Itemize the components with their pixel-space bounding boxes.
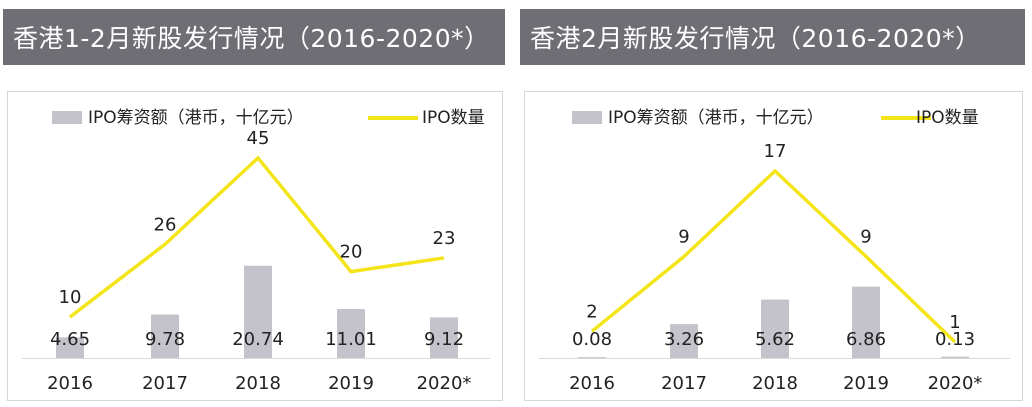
x-tick-label: 2018 — [235, 373, 281, 394]
bar — [941, 356, 969, 358]
bar-data-label: 4.65 — [50, 329, 90, 350]
bar — [670, 324, 698, 358]
x-tick-label: 2017 — [661, 373, 707, 394]
line-data-label: 26 — [154, 214, 177, 235]
x-tick-label: 2019 — [843, 373, 889, 394]
line-data-label: 1 — [949, 312, 960, 333]
legend-label-bar: IPO筹资额（港币，十亿元） — [608, 108, 824, 128]
bar — [761, 299, 789, 358]
bar-data-label: 9.78 — [145, 329, 185, 350]
bar-data-label: 11.01 — [325, 329, 377, 350]
series-line — [590, 168, 957, 344]
bar — [56, 337, 84, 358]
x-tick-label: 2017 — [142, 373, 188, 394]
x-tick-label: 2019 — [328, 373, 374, 394]
x-tick-label: 2016 — [569, 373, 615, 394]
bar-data-label: 5.62 — [755, 329, 795, 350]
line-data-label: 9 — [678, 227, 689, 248]
combo-chart: IPO筹资额（港币，十亿元） IPO数量 10 26 45 20 23 4.65 9.78 20.… — [22, 108, 490, 394]
legend-label-line: IPO数量 — [422, 108, 485, 128]
line-data-label: 20 — [340, 242, 363, 263]
chart-title: 香港2月新股发行情况（2016-2020*） — [520, 9, 1025, 65]
legend-bar-swatch — [572, 111, 602, 124]
legend-bar-swatch — [52, 111, 82, 124]
bar-data-label: 20.74 — [232, 329, 284, 350]
bar-data-label: 0.13 — [935, 329, 975, 350]
chart-title: 香港1-2月新股发行情况（2016-2020*） — [3, 9, 505, 65]
bar — [852, 286, 880, 358]
series-line — [68, 155, 445, 319]
x-tick-label: 2018 — [752, 373, 798, 394]
bar — [337, 309, 365, 358]
bar-data-label: 3.26 — [664, 329, 704, 350]
bar — [151, 314, 179, 358]
line-data-label: 10 — [59, 287, 82, 308]
line-data-label: 2 — [586, 301, 597, 322]
x-tick-label: 2020* — [928, 373, 983, 394]
chart-area: IPO筹资额（港币，十亿元） IPO数量 10 26 45 20 23 4.65 9.78 20.… — [7, 91, 503, 401]
legend-label-bar: IPO筹资额（港币，十亿元） — [88, 108, 304, 128]
chart-panel-right: 香港2月新股发行情况（2016-2020*） IPO筹资额（港币，十亿元） IPO… — [520, 0, 1025, 407]
chart-panel-left: 香港1-2月新股发行情况（2016-2020*） IPO筹资额（港币，十亿元） I… — [3, 0, 505, 407]
line-data-label: 45 — [247, 128, 270, 149]
line-data-label: 23 — [433, 228, 456, 249]
bar — [244, 265, 272, 358]
x-tick-label: 2020* — [417, 373, 472, 394]
x-tick-label: 2016 — [47, 373, 93, 394]
combo-chart: IPO筹资额（港币，十亿元） IPO数量 2 9 17 9 1 0.08 3.26 5.62 6.8… — [539, 108, 1010, 394]
line-data-label: 17 — [764, 141, 787, 162]
line-data-label: 9 — [860, 227, 871, 248]
legend-label-line: IPO数量 — [916, 108, 979, 128]
bar-data-label: 6.86 — [846, 329, 886, 350]
bar — [430, 317, 458, 358]
chart-area: IPO筹资额（港币，十亿元） IPO数量 2 9 17 9 1 0.08 3.26 5.62 6.8… — [524, 91, 1023, 401]
bar-data-label: 9.12 — [424, 329, 464, 350]
bar — [578, 357, 606, 358]
bar-data-label: 0.08 — [572, 329, 612, 350]
